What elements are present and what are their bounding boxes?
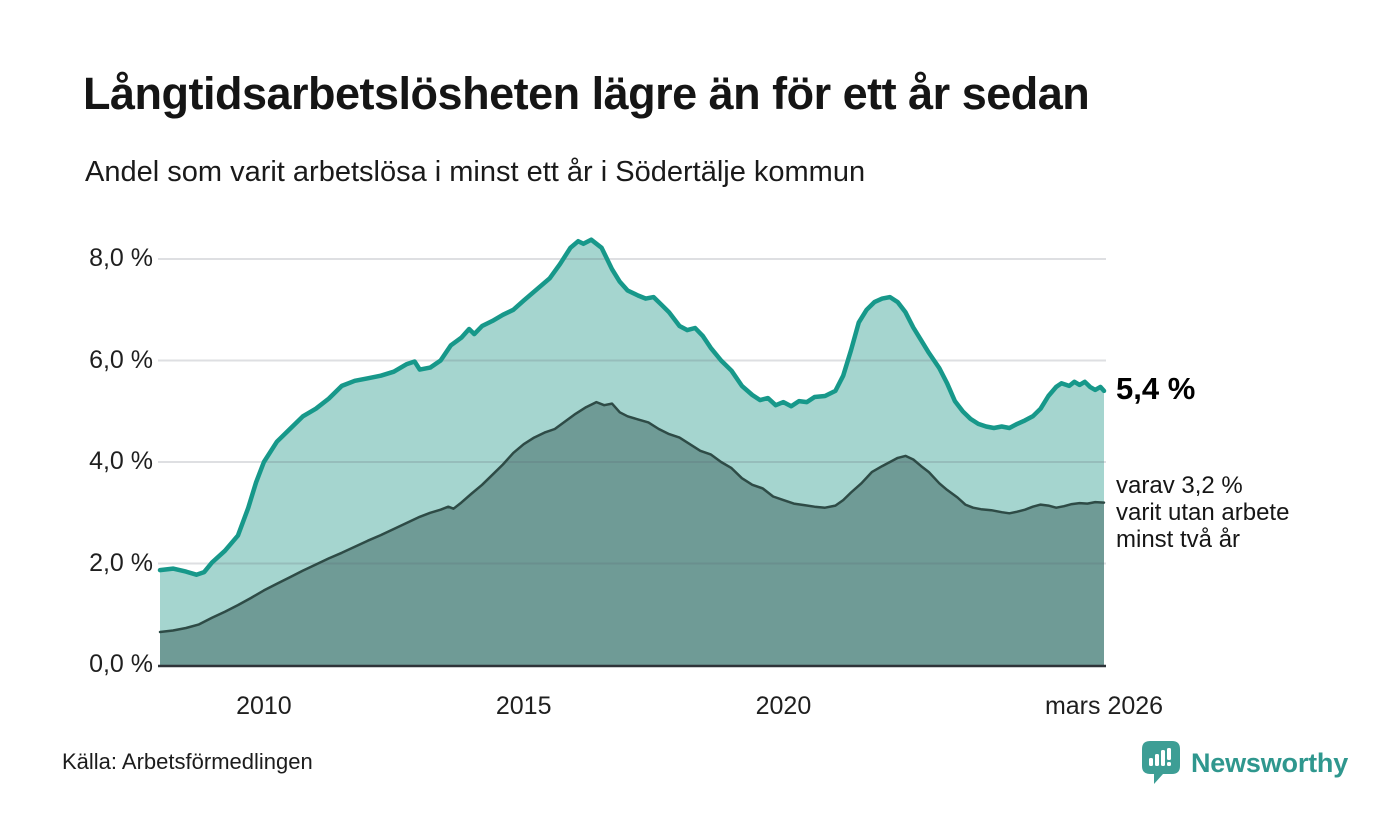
chart-title: Långtidsarbetslösheten lägre än för ett … <box>83 68 1090 119</box>
y-tick-label: 2,0 % <box>89 548 153 577</box>
y-tick-label: 0,0 % <box>89 650 153 678</box>
y-tick-label: 6,0 % <box>89 345 153 374</box>
x-tick-label: 2020 <box>755 692 812 720</box>
annotation-line-2: varit utan arbete <box>1116 499 1290 526</box>
x-tick-label: 2010 <box>236 692 292 720</box>
y-tick-label: 4,0 % <box>89 447 153 475</box>
newsworthy-bubble-chart-icon <box>1142 741 1180 784</box>
series2-line <box>158 400 1106 634</box>
chart-subtitle: Andel som varit arbetslösa i minst ett å… <box>85 156 866 188</box>
series1-line <box>157 237 1107 577</box>
series2-annotation: varav 3,2 % varit utan arbete minst två … <box>1116 472 1289 553</box>
source-label: Källa: Arbetsförmedlingen <box>62 749 313 774</box>
x-tick-label: mars 2026 <box>1044 692 1164 720</box>
y-tick-label: 8,0 % <box>89 244 153 272</box>
annotation-line-3: minst två år <box>1116 526 1241 553</box>
newsworthy-logo: Newsworthy <box>1142 741 1348 785</box>
annotation-line-1: varav 3,2 % <box>1116 472 1243 499</box>
newsworthy-wordmark: Newsworthy <box>1191 747 1349 778</box>
series1-end-value-label: 5,4 % <box>1116 371 1196 406</box>
series2-area <box>160 402 1104 665</box>
x-tick-label: 2015 <box>495 692 552 720</box>
